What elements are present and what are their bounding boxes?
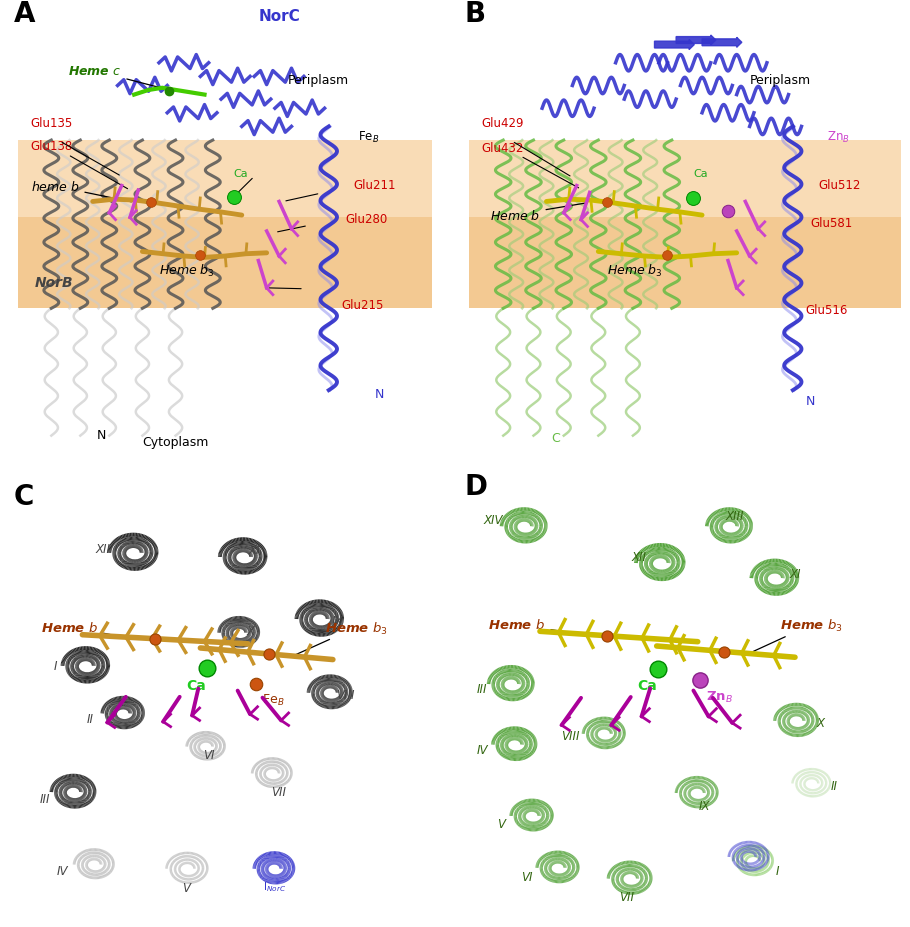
FancyArrow shape	[654, 41, 694, 50]
Text: Cytoplasm: Cytoplasm	[142, 436, 208, 449]
Text: Fe$_B$: Fe$_B$	[262, 692, 285, 707]
Text: Heme $b_3$: Heme $b_3$	[748, 617, 843, 654]
Text: Ca: Ca	[187, 678, 207, 692]
Text: Glu211: Glu211	[354, 179, 396, 192]
Text: Zn$_B$: Zn$_B$	[827, 130, 850, 145]
Text: VI: VI	[521, 870, 532, 883]
Text: IX: IX	[331, 614, 343, 627]
Text: XII: XII	[632, 551, 647, 564]
Text: XII: XII	[96, 542, 111, 555]
Text: II: II	[831, 780, 837, 793]
Text: Heme $b$: Heme $b$	[488, 617, 576, 634]
Text: A: A	[14, 0, 35, 28]
Text: III: III	[40, 792, 50, 805]
Text: Glu280: Glu280	[345, 212, 388, 225]
Text: VI: VI	[203, 748, 215, 761]
Text: IV: IV	[57, 864, 68, 877]
Text: V: V	[497, 817, 505, 830]
Text: Glu512: Glu512	[819, 179, 861, 192]
Text: Periplasm: Periplasm	[750, 74, 811, 87]
Text: Glu135: Glu135	[31, 118, 73, 131]
Text: heme $b$: heme $b$	[31, 180, 131, 203]
Text: Ca: Ca	[234, 170, 248, 179]
Text: XI: XI	[789, 567, 801, 580]
Text: III: III	[476, 682, 487, 695]
Text: X: X	[246, 625, 254, 638]
Text: I: I	[776, 864, 780, 877]
Text: Glu516: Glu516	[806, 303, 848, 316]
Text: Glu429: Glu429	[481, 118, 524, 131]
Text: IX: IX	[699, 799, 710, 812]
Text: N: N	[96, 428, 106, 441]
Text: I$_{NorC}$: I$_{NorC}$	[263, 880, 287, 894]
Text: XI: XI	[248, 544, 260, 557]
Text: IV: IV	[477, 743, 489, 756]
Text: X: X	[817, 717, 825, 730]
Text: Glu432: Glu432	[481, 142, 524, 155]
Text: Fe$_B$: Fe$_B$	[358, 130, 379, 145]
Text: N: N	[374, 387, 384, 400]
Text: Heme $b_3$: Heme $b_3$	[159, 256, 215, 279]
Bar	[18, 141, 432, 309]
Text: Ca: Ca	[637, 679, 657, 692]
FancyArrow shape	[703, 38, 742, 48]
FancyArrow shape	[676, 36, 716, 46]
Text: B: B	[464, 0, 485, 28]
Bar	[469, 141, 901, 309]
Text: Glu138: Glu138	[31, 140, 73, 153]
Text: NorC: NorC	[258, 8, 300, 23]
Text: VIII: VIII	[336, 688, 355, 701]
Text: Periplasm: Periplasm	[288, 74, 349, 87]
Text: Heme $c$: Heme $c$	[68, 65, 167, 90]
Text: I: I	[54, 659, 57, 673]
Bar	[18, 218, 432, 309]
Text: V: V	[182, 881, 190, 894]
Text: Heme $b$: Heme $b$	[490, 204, 587, 222]
Text: NorB: NorB	[35, 275, 74, 289]
Bar	[469, 218, 901, 309]
Text: VII: VII	[619, 890, 634, 903]
Text: Glu581: Glu581	[810, 217, 853, 230]
Text: Ca: Ca	[693, 170, 708, 179]
Text: VII: VII	[270, 785, 286, 798]
Text: C: C	[14, 482, 35, 510]
Text: Heme $b$: Heme $b$	[41, 620, 119, 637]
Text: VIII: VIII	[561, 730, 580, 743]
Text: II: II	[87, 712, 94, 725]
Text: XIV: XIV	[484, 514, 503, 527]
Text: Zn$_B$: Zn$_B$	[705, 689, 733, 704]
Text: Heme $b_3$: Heme $b_3$	[292, 620, 388, 656]
Text: XIII: XIII	[725, 510, 743, 523]
Text: Glu215: Glu215	[341, 299, 383, 312]
Text: N: N	[806, 394, 815, 407]
Text: D: D	[464, 473, 488, 501]
Text: Heme $b_3$: Heme $b_3$	[607, 258, 662, 279]
Text: C: C	[551, 432, 560, 445]
